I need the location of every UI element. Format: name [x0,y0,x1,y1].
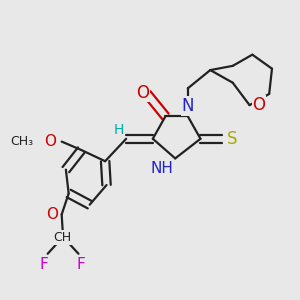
Text: N: N [182,97,194,115]
Text: NH: NH [151,161,174,176]
Text: CH₃: CH₃ [11,135,34,148]
Text: O: O [252,96,266,114]
Text: CH: CH [53,231,72,244]
Text: S: S [226,130,237,148]
Text: H: H [113,122,124,136]
Text: O: O [136,83,149,101]
Text: F: F [39,256,48,272]
Text: O: O [46,207,58,222]
Text: O: O [44,134,56,149]
Text: F: F [76,256,85,272]
